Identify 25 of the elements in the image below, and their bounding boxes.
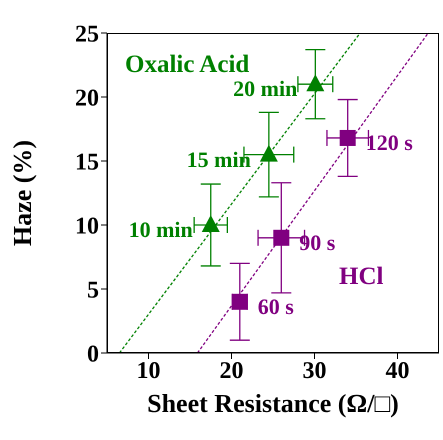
x-axis-title: Sheet Resistance (Ω/□) [146, 389, 400, 419]
point [202, 215, 220, 232]
annotation: 90 s [299, 230, 336, 256]
y-tick-label: 15 [75, 150, 99, 176]
y-tick-label: 10 [75, 214, 99, 240]
point [260, 144, 278, 162]
annotation: 15 min [186, 146, 251, 173]
x-tick-label: 20 [220, 358, 244, 384]
point [273, 230, 290, 246]
text: HCl [339, 263, 384, 291]
annotation: 120 s [366, 130, 413, 156]
y-tick-label: 20 [75, 86, 99, 112]
annotation: 20 min [233, 76, 298, 102]
x-tick-label: 40 [386, 358, 410, 384]
point [306, 74, 324, 92]
annotation: 60 s [258, 294, 294, 320]
annotation: 10 min [128, 217, 193, 243]
x-tick-label: 30 [302, 358, 326, 384]
point [340, 130, 356, 146]
y-tick-label: 25 [75, 22, 99, 48]
y-axis-title: Haze (%) [8, 140, 38, 246]
y-tick-label: 5 [87, 278, 99, 304]
text: Oxalic Acid [125, 51, 250, 79]
y-tick-label: 0 [87, 342, 99, 368]
x-tick-label: 10 [136, 358, 160, 384]
